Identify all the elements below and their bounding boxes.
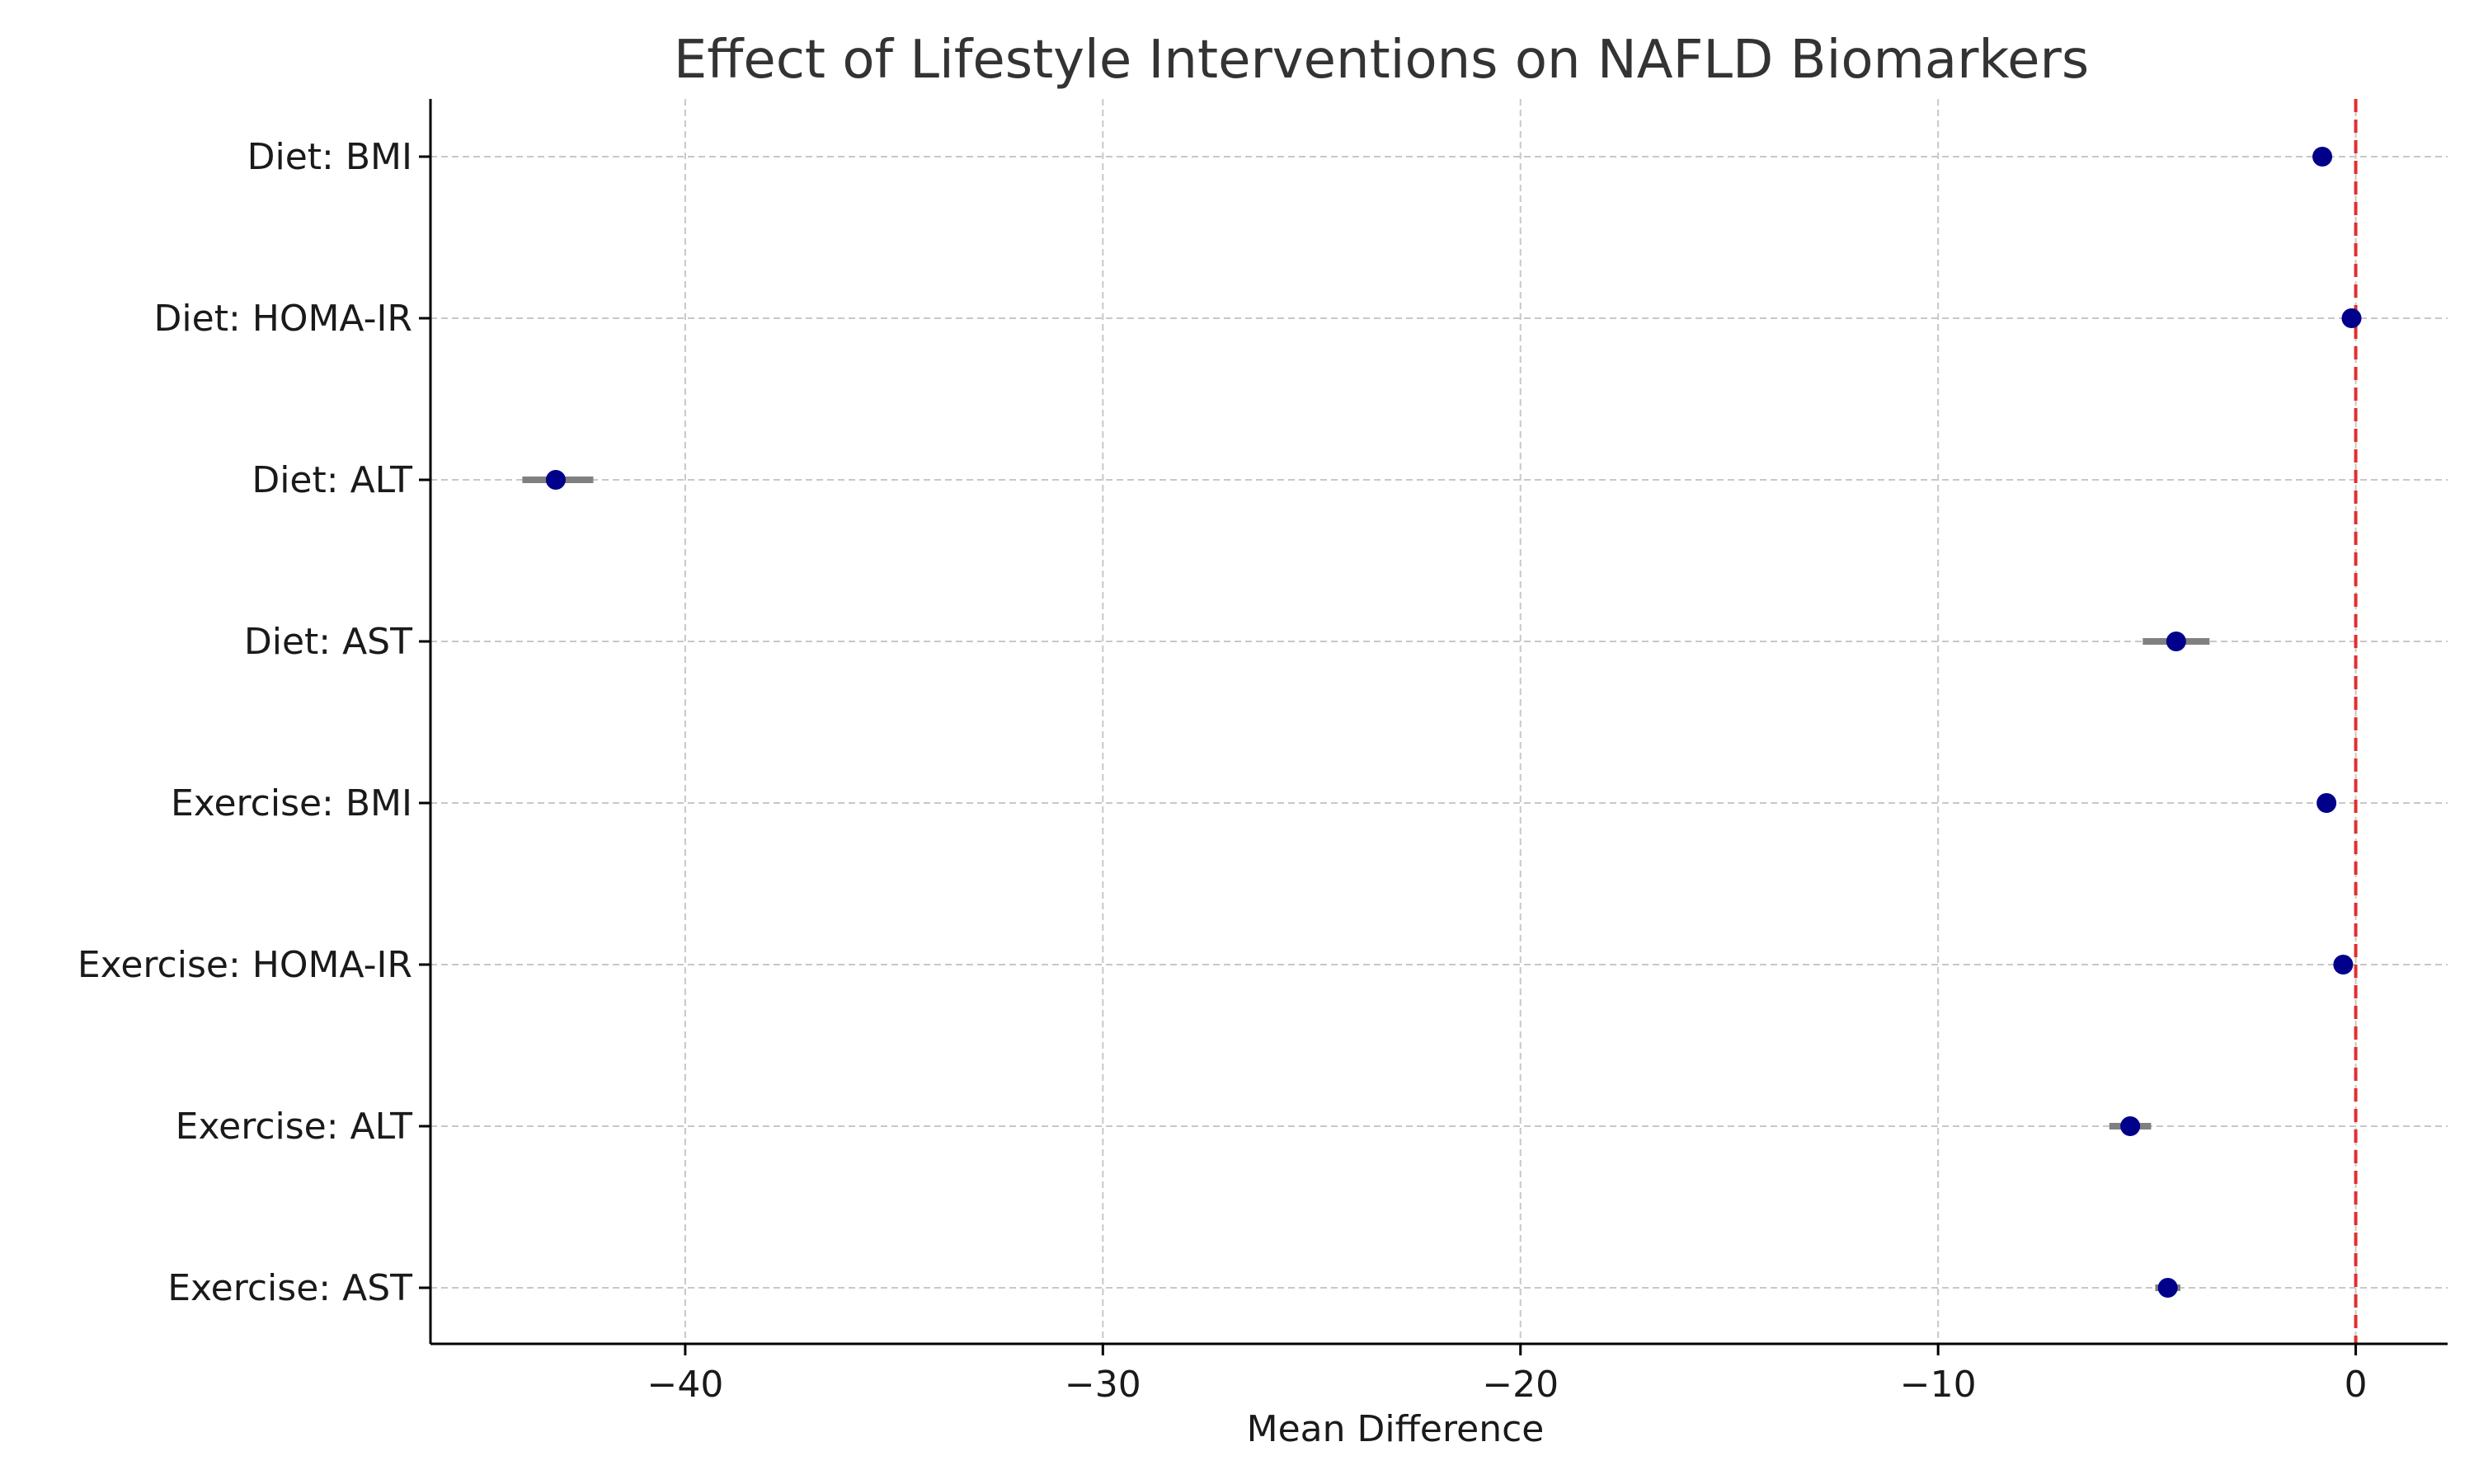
x-tick-label: −30 [1065,1364,1141,1406]
y-tick-label: Diet: BMI [247,136,412,178]
y-tick-label: Exercise: ALT [176,1106,412,1148]
data-marks [522,147,2362,1298]
x-tick-label: 0 [2345,1364,2368,1406]
y-tick-label: Exercise: HOMA-IR [78,944,412,986]
data-point [2120,1116,2141,1136]
data-point [2341,308,2362,328]
x-tick-label: −20 [1482,1364,1559,1406]
data-point [2312,147,2333,167]
x-axis-label: Mean Difference [1247,1408,1545,1450]
chart-title: Effect of Lifestyle Interventions on NAF… [674,30,2089,91]
grid-lines [430,99,2448,1344]
axes [429,99,2448,1345]
y-tick-label: Diet: AST [244,621,412,663]
y-tick-label: Diet: HOMA-IR [154,298,412,340]
data-point [2316,793,2337,813]
y-tick-label: Diet: ALT [252,459,412,501]
data-point [2333,955,2354,974]
y-tick-label: Exercise: BMI [171,782,412,824]
y-tick-label: Exercise: AST [167,1267,412,1309]
x-tick-label: −10 [1900,1364,1977,1406]
axis-ticks: Diet: BMI Diet: HOMA-IR Diet: ALT Diet: AST… [78,136,2368,1406]
data-point [2166,632,2186,651]
data-point [2157,1278,2178,1298]
data-point [545,470,566,490]
x-tick-label: −40 [647,1364,723,1406]
